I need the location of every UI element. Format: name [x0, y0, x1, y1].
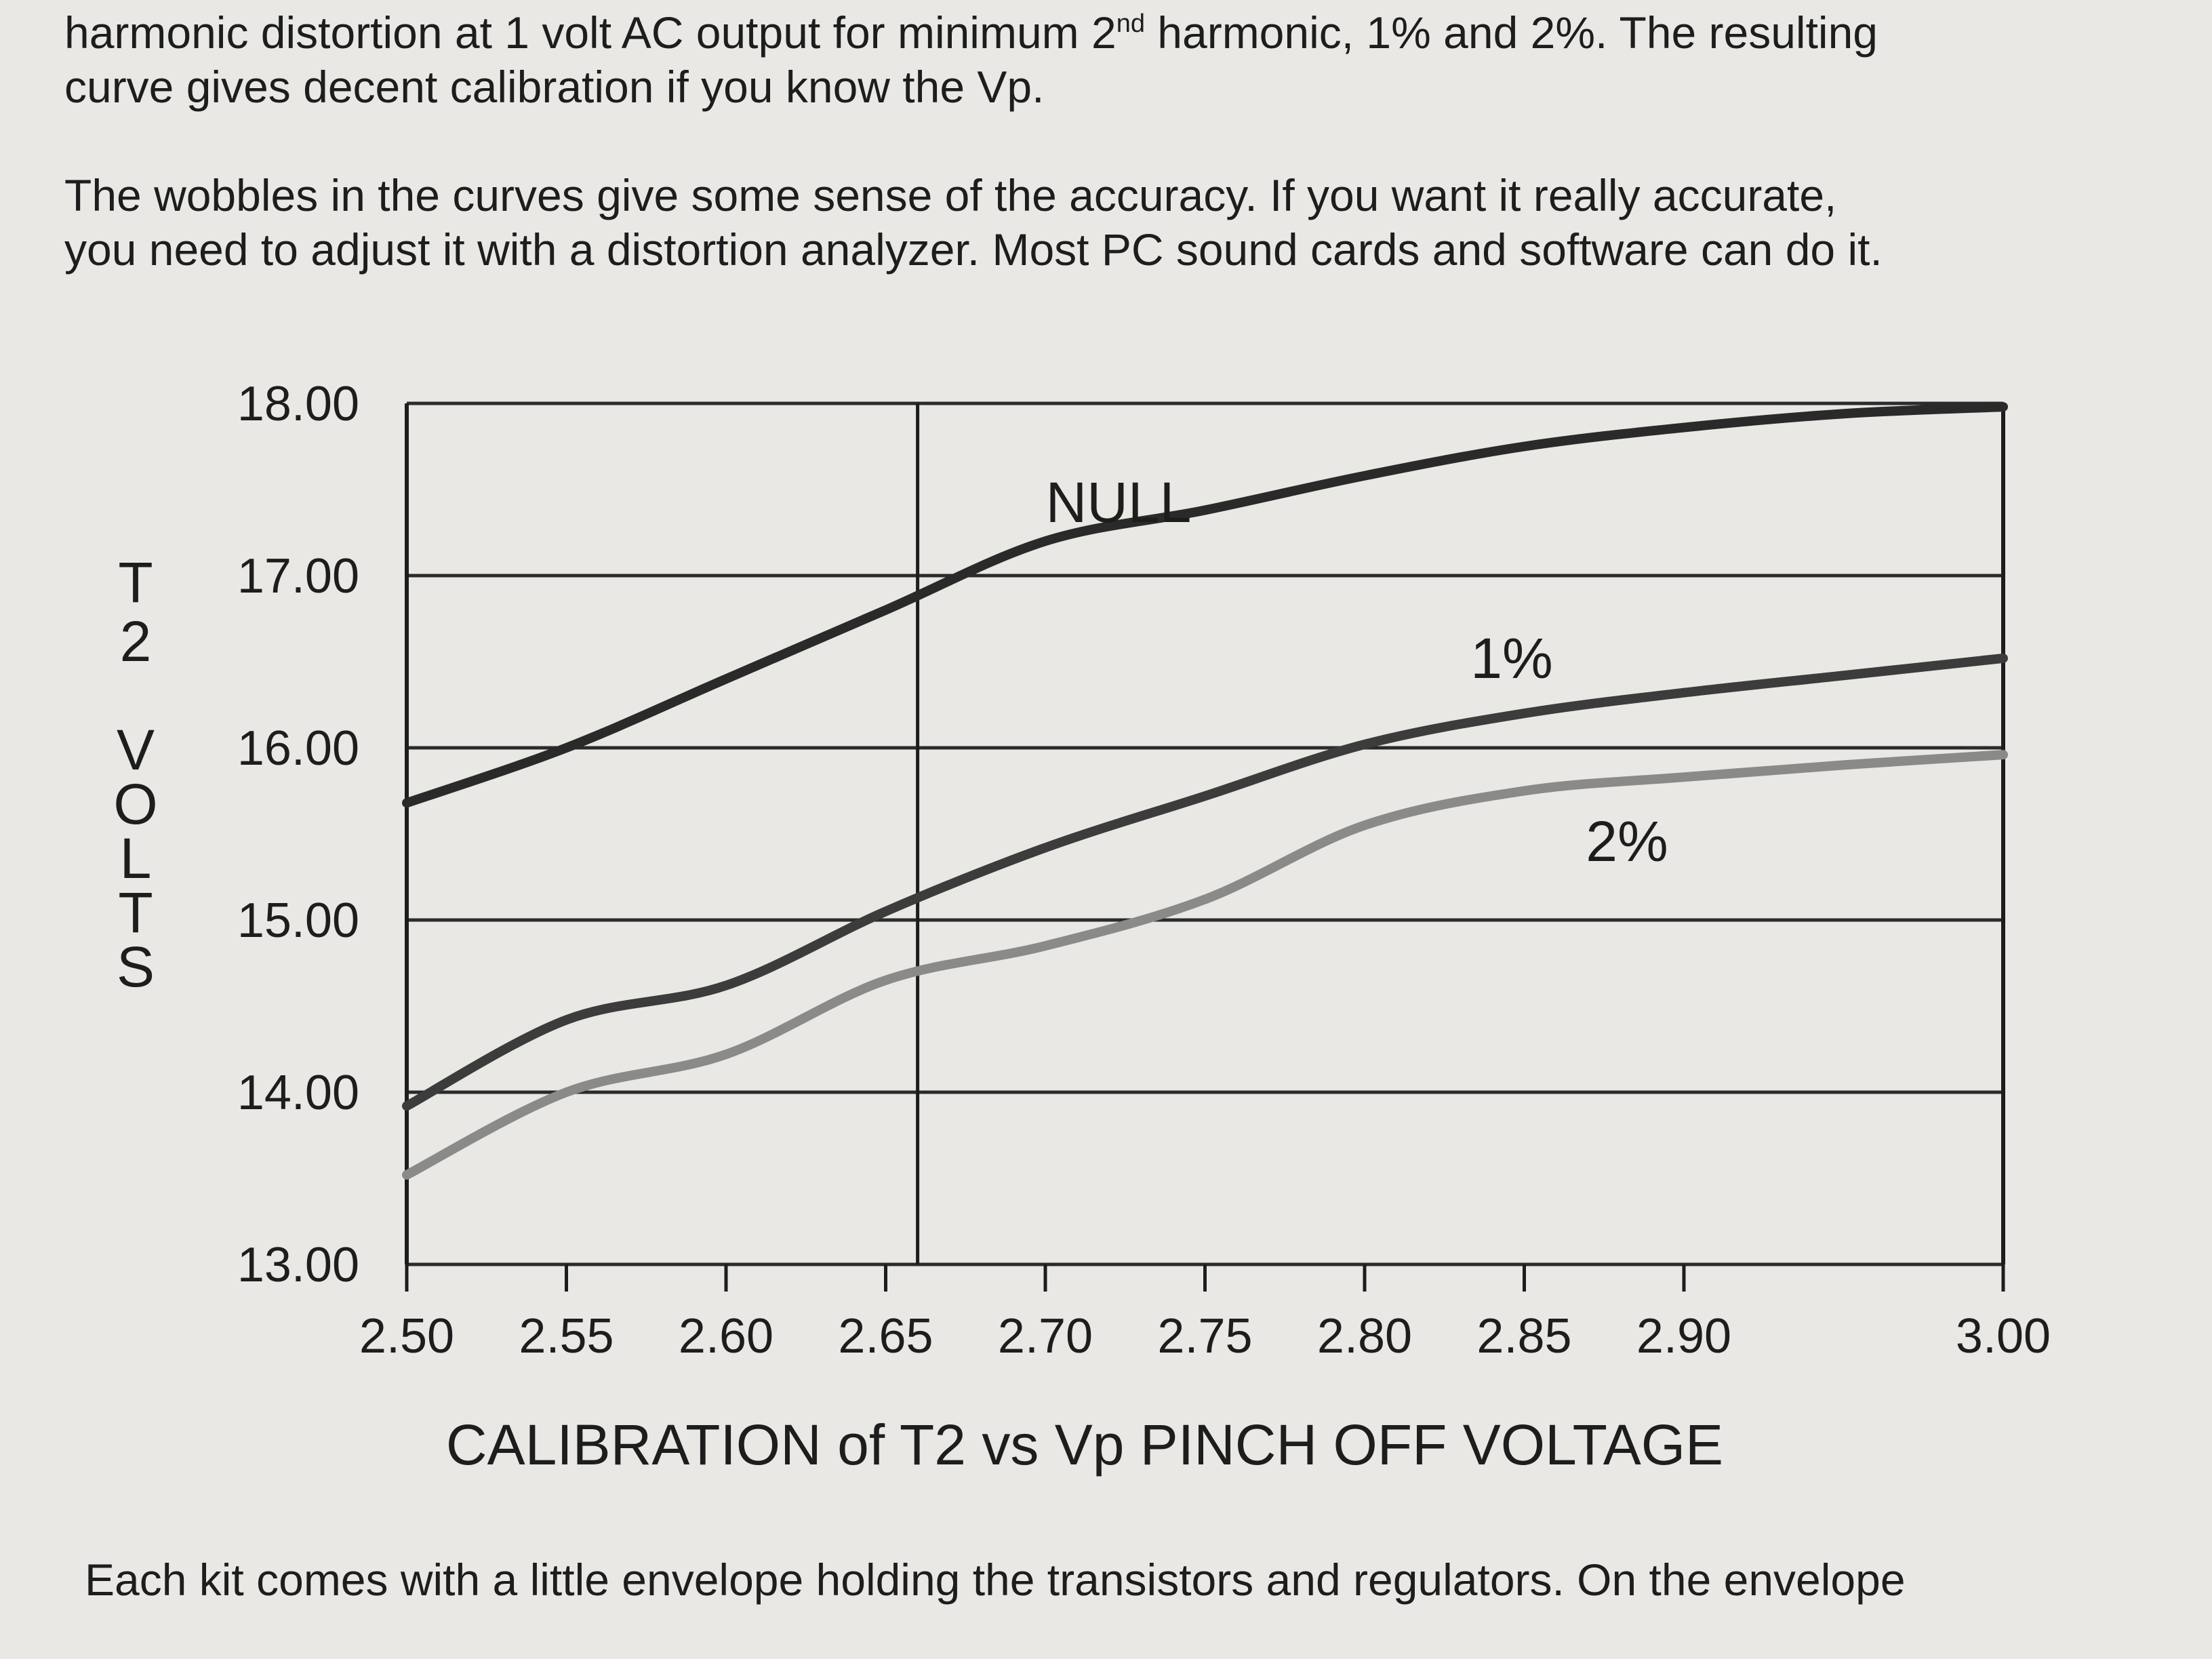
y-axis-title-letter: T [118, 881, 153, 944]
x-tick-label: 2.65 [838, 1309, 933, 1363]
y-axis-title-letter: S [117, 935, 155, 999]
y-tick-label: 18.00 [237, 377, 359, 431]
paragraph-1-line-1a: harmonic distortion at 1 volt AC output … [64, 7, 1117, 58]
x-tick-label: 2.70 [998, 1309, 1093, 1363]
y-axis-title-letter: V [117, 718, 155, 782]
y-tick-label: 13.00 [237, 1238, 359, 1292]
paragraph-2-line-2: you need to adjust it with a distortion … [64, 224, 1883, 275]
x-tick-label: 2.60 [679, 1309, 773, 1363]
superscript-nd: nd [1116, 9, 1145, 38]
grid-lines [407, 401, 2003, 1266]
y-axis-title-letter: L [120, 826, 152, 890]
paragraph-3: Each kit comes with a little envelope ho… [85, 1553, 2091, 1607]
x-tick-label: 2.80 [1317, 1309, 1412, 1363]
y-tick-label: 14.00 [237, 1066, 359, 1120]
paragraph-1-line-1b: harmonic, 1% and 2%. The resulting [1144, 7, 1878, 58]
series-line-2pct [402, 750, 2008, 1180]
x-tick-label: 3.00 [1956, 1309, 2051, 1363]
y-axis-title-letter: O [113, 772, 157, 836]
paragraph-3-line-1: Each kit comes with a little envelope ho… [85, 1555, 1906, 1605]
paragraph-1-line-2: curve gives decent calibration if you kn… [64, 62, 1045, 112]
axes [405, 403, 2005, 1292]
x-axis-title: CALIBRATION of T2 vs Vp PINCH OFF VOLTAG… [446, 1413, 1723, 1477]
x-tick-label: 2.50 [359, 1309, 454, 1363]
x-tick-label: 2.75 [1157, 1309, 1252, 1363]
series-line-null [402, 402, 2008, 808]
y-tick-label: 16.00 [237, 721, 359, 776]
series-label-null: NULL [1046, 471, 1192, 534]
x-tick-label: 2.85 [1476, 1309, 1571, 1363]
y-tick-label: 17.00 [237, 549, 359, 603]
series-lines [402, 402, 2008, 1180]
y-tick-label: 15.00 [237, 894, 359, 948]
series-label-2pct: 2% [1586, 809, 1668, 873]
series-line-1pct [402, 653, 2008, 1111]
x-tick-label: 2.90 [1636, 1309, 1731, 1363]
axis-labels: 18.00 17.00 16.00 15.00 14.00 13.002.50 2.55 2.… [113, 377, 2051, 1363]
series-label-1pct: 1% [1470, 626, 1552, 690]
paragraph-2: The wobbles in the curves give some sens… [64, 168, 2071, 277]
y-axis-title-letter: 2 [120, 609, 152, 673]
x-tick-label: 2.55 [519, 1309, 614, 1363]
calibration-chart: 18.00 17.00 16.00 15.00 14.00 13.002.50 2.55 2.… [113, 377, 2051, 1477]
paragraph-1: harmonic distortion at 1 volt AC output … [64, 5, 2071, 114]
paragraph-2-line-1: The wobbles in the curves give some sens… [64, 170, 1837, 220]
y-axis-title-letter: T [118, 551, 153, 614]
